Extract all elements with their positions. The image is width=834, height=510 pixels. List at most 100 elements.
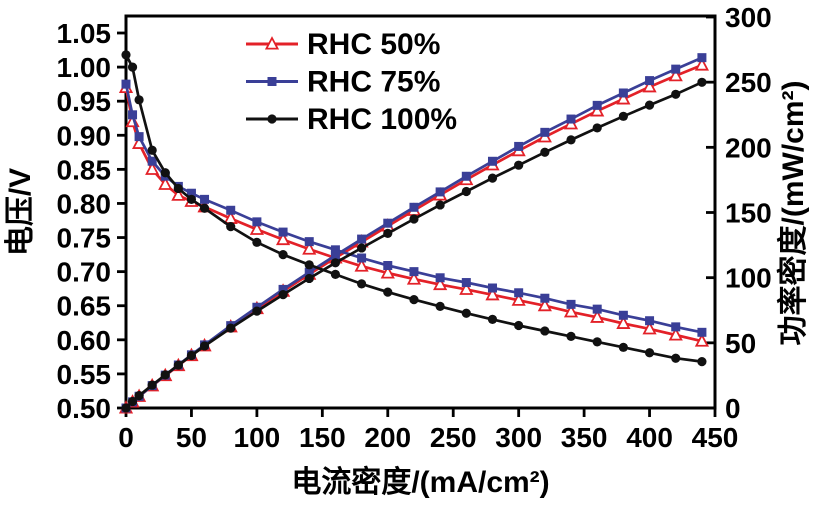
data-point-circle xyxy=(186,194,197,204)
data-point-square xyxy=(697,53,707,63)
data-point-circle xyxy=(121,50,131,60)
left-axis-tick-label: 1.00 xyxy=(57,52,112,83)
data-point-square xyxy=(278,284,288,294)
x-axis-tick-label: 150 xyxy=(299,422,346,453)
data-point-square xyxy=(267,77,277,86)
data-point-triangle xyxy=(171,187,186,201)
left-axis-tick-label: 0.70 xyxy=(57,257,112,288)
left-axis-tick-label: 1.05 xyxy=(57,18,112,49)
data-point-square xyxy=(278,227,288,237)
data-point-circle xyxy=(383,287,393,297)
data-point-circle xyxy=(160,370,170,380)
left-axis-tick-label: 0.75 xyxy=(57,223,112,254)
data-point-circle xyxy=(173,183,183,194)
data-point-circle xyxy=(252,237,262,247)
data-point-triangle xyxy=(380,265,395,279)
data-point-circle xyxy=(435,200,445,210)
data-point-circle xyxy=(644,100,655,110)
data-point-circle xyxy=(566,331,576,342)
data-point-circle xyxy=(134,391,144,401)
data-point-triangle xyxy=(433,276,448,291)
data-point-square xyxy=(134,132,144,142)
data-point-circle xyxy=(514,320,524,331)
data-point-triangle xyxy=(537,297,552,312)
data-point-circle xyxy=(618,342,628,352)
legend-item-rhc-50-[interactable]: RHC 50% xyxy=(246,28,440,61)
left-axis-tick-label: 0.55 xyxy=(57,359,112,390)
data-point-square xyxy=(566,299,576,309)
data-point-square xyxy=(383,218,393,228)
data-point-circle xyxy=(566,135,576,145)
x-axis-tick-label: 450 xyxy=(692,422,739,453)
data-point-triangle xyxy=(590,309,605,323)
data-point-circle xyxy=(147,380,157,390)
data-point-triangle xyxy=(642,78,657,93)
x-axis-tick-label: 0 xyxy=(118,422,134,453)
data-point-circle xyxy=(127,396,138,407)
data-point-triangle xyxy=(302,241,317,255)
data-point-square xyxy=(357,234,367,244)
left-axis-tick-label: 0.60 xyxy=(57,325,112,356)
data-point-triangle xyxy=(275,231,291,246)
data-point-circle xyxy=(540,147,550,157)
data-point-square xyxy=(514,141,524,151)
data-point-circle xyxy=(330,258,341,268)
data-point-triangle xyxy=(459,281,474,295)
data-point-square xyxy=(357,253,367,263)
data-point-circle xyxy=(147,145,157,155)
data-point-circle xyxy=(409,294,419,305)
x-axis-title: 电流密度/(mA/cm²) xyxy=(291,465,549,499)
data-point-square xyxy=(121,79,131,89)
data-point-triangle xyxy=(616,315,631,329)
data-point-triangle xyxy=(694,333,710,347)
data-point-square xyxy=(487,283,497,293)
data-point-square xyxy=(200,194,210,204)
series-rhc-100--power xyxy=(121,77,707,413)
left-axis-tick-label: 0.95 xyxy=(57,86,112,117)
data-point-circle xyxy=(540,326,550,336)
data-point-triangle xyxy=(485,286,500,301)
data-point-triangle xyxy=(668,67,683,82)
data-point-triangle xyxy=(694,57,710,71)
data-point-square xyxy=(304,237,314,247)
legend-item-rhc-100-[interactable]: RHC 100% xyxy=(246,103,457,136)
data-point-triangle xyxy=(249,221,264,235)
data-point-circle xyxy=(357,279,367,289)
x-axis-tick-label: 350 xyxy=(561,422,608,453)
data-point-triangle xyxy=(616,91,631,105)
data-point-circle xyxy=(435,301,445,312)
data-point-square xyxy=(409,267,419,277)
series-rhc-100--voltage xyxy=(121,50,707,367)
data-point-square xyxy=(226,205,236,215)
data-point-circle xyxy=(304,260,314,270)
x-axis-tick-label: 250 xyxy=(430,422,477,453)
data-point-circle xyxy=(199,203,210,213)
data-point-square xyxy=(461,278,471,288)
data-point-square xyxy=(147,156,157,166)
data-point-circle xyxy=(199,341,210,351)
data-point-circle xyxy=(618,111,628,121)
data-point-circle xyxy=(697,77,707,87)
data-point-circle xyxy=(160,168,170,178)
x-axis-tick-label: 100 xyxy=(234,422,281,453)
legend-label: RHC 75% xyxy=(307,66,440,99)
data-point-triangle xyxy=(642,320,657,335)
data-point-circle xyxy=(173,360,183,370)
legend: RHC 50% RHC 75% RHC 100% xyxy=(246,28,457,136)
x-axis-tick-label: 300 xyxy=(495,422,542,453)
data-point-square xyxy=(618,88,628,98)
legend-item-rhc-75-[interactable]: RHC 75% xyxy=(246,66,440,99)
left-axis-tick-label: 0.90 xyxy=(57,120,112,151)
data-point-circle xyxy=(186,350,197,361)
right-axis-tick-label: 100 xyxy=(725,263,772,294)
data-point-circle xyxy=(487,173,498,183)
data-point-circle xyxy=(304,273,314,284)
data-point-circle xyxy=(697,357,707,367)
data-point-circle xyxy=(592,123,602,133)
data-point-circle xyxy=(127,62,138,72)
right-axis-tick-label: 300 xyxy=(725,2,772,33)
data-point-circle xyxy=(278,249,288,260)
data-point-circle xyxy=(330,269,341,279)
data-point-triangle xyxy=(406,271,422,285)
